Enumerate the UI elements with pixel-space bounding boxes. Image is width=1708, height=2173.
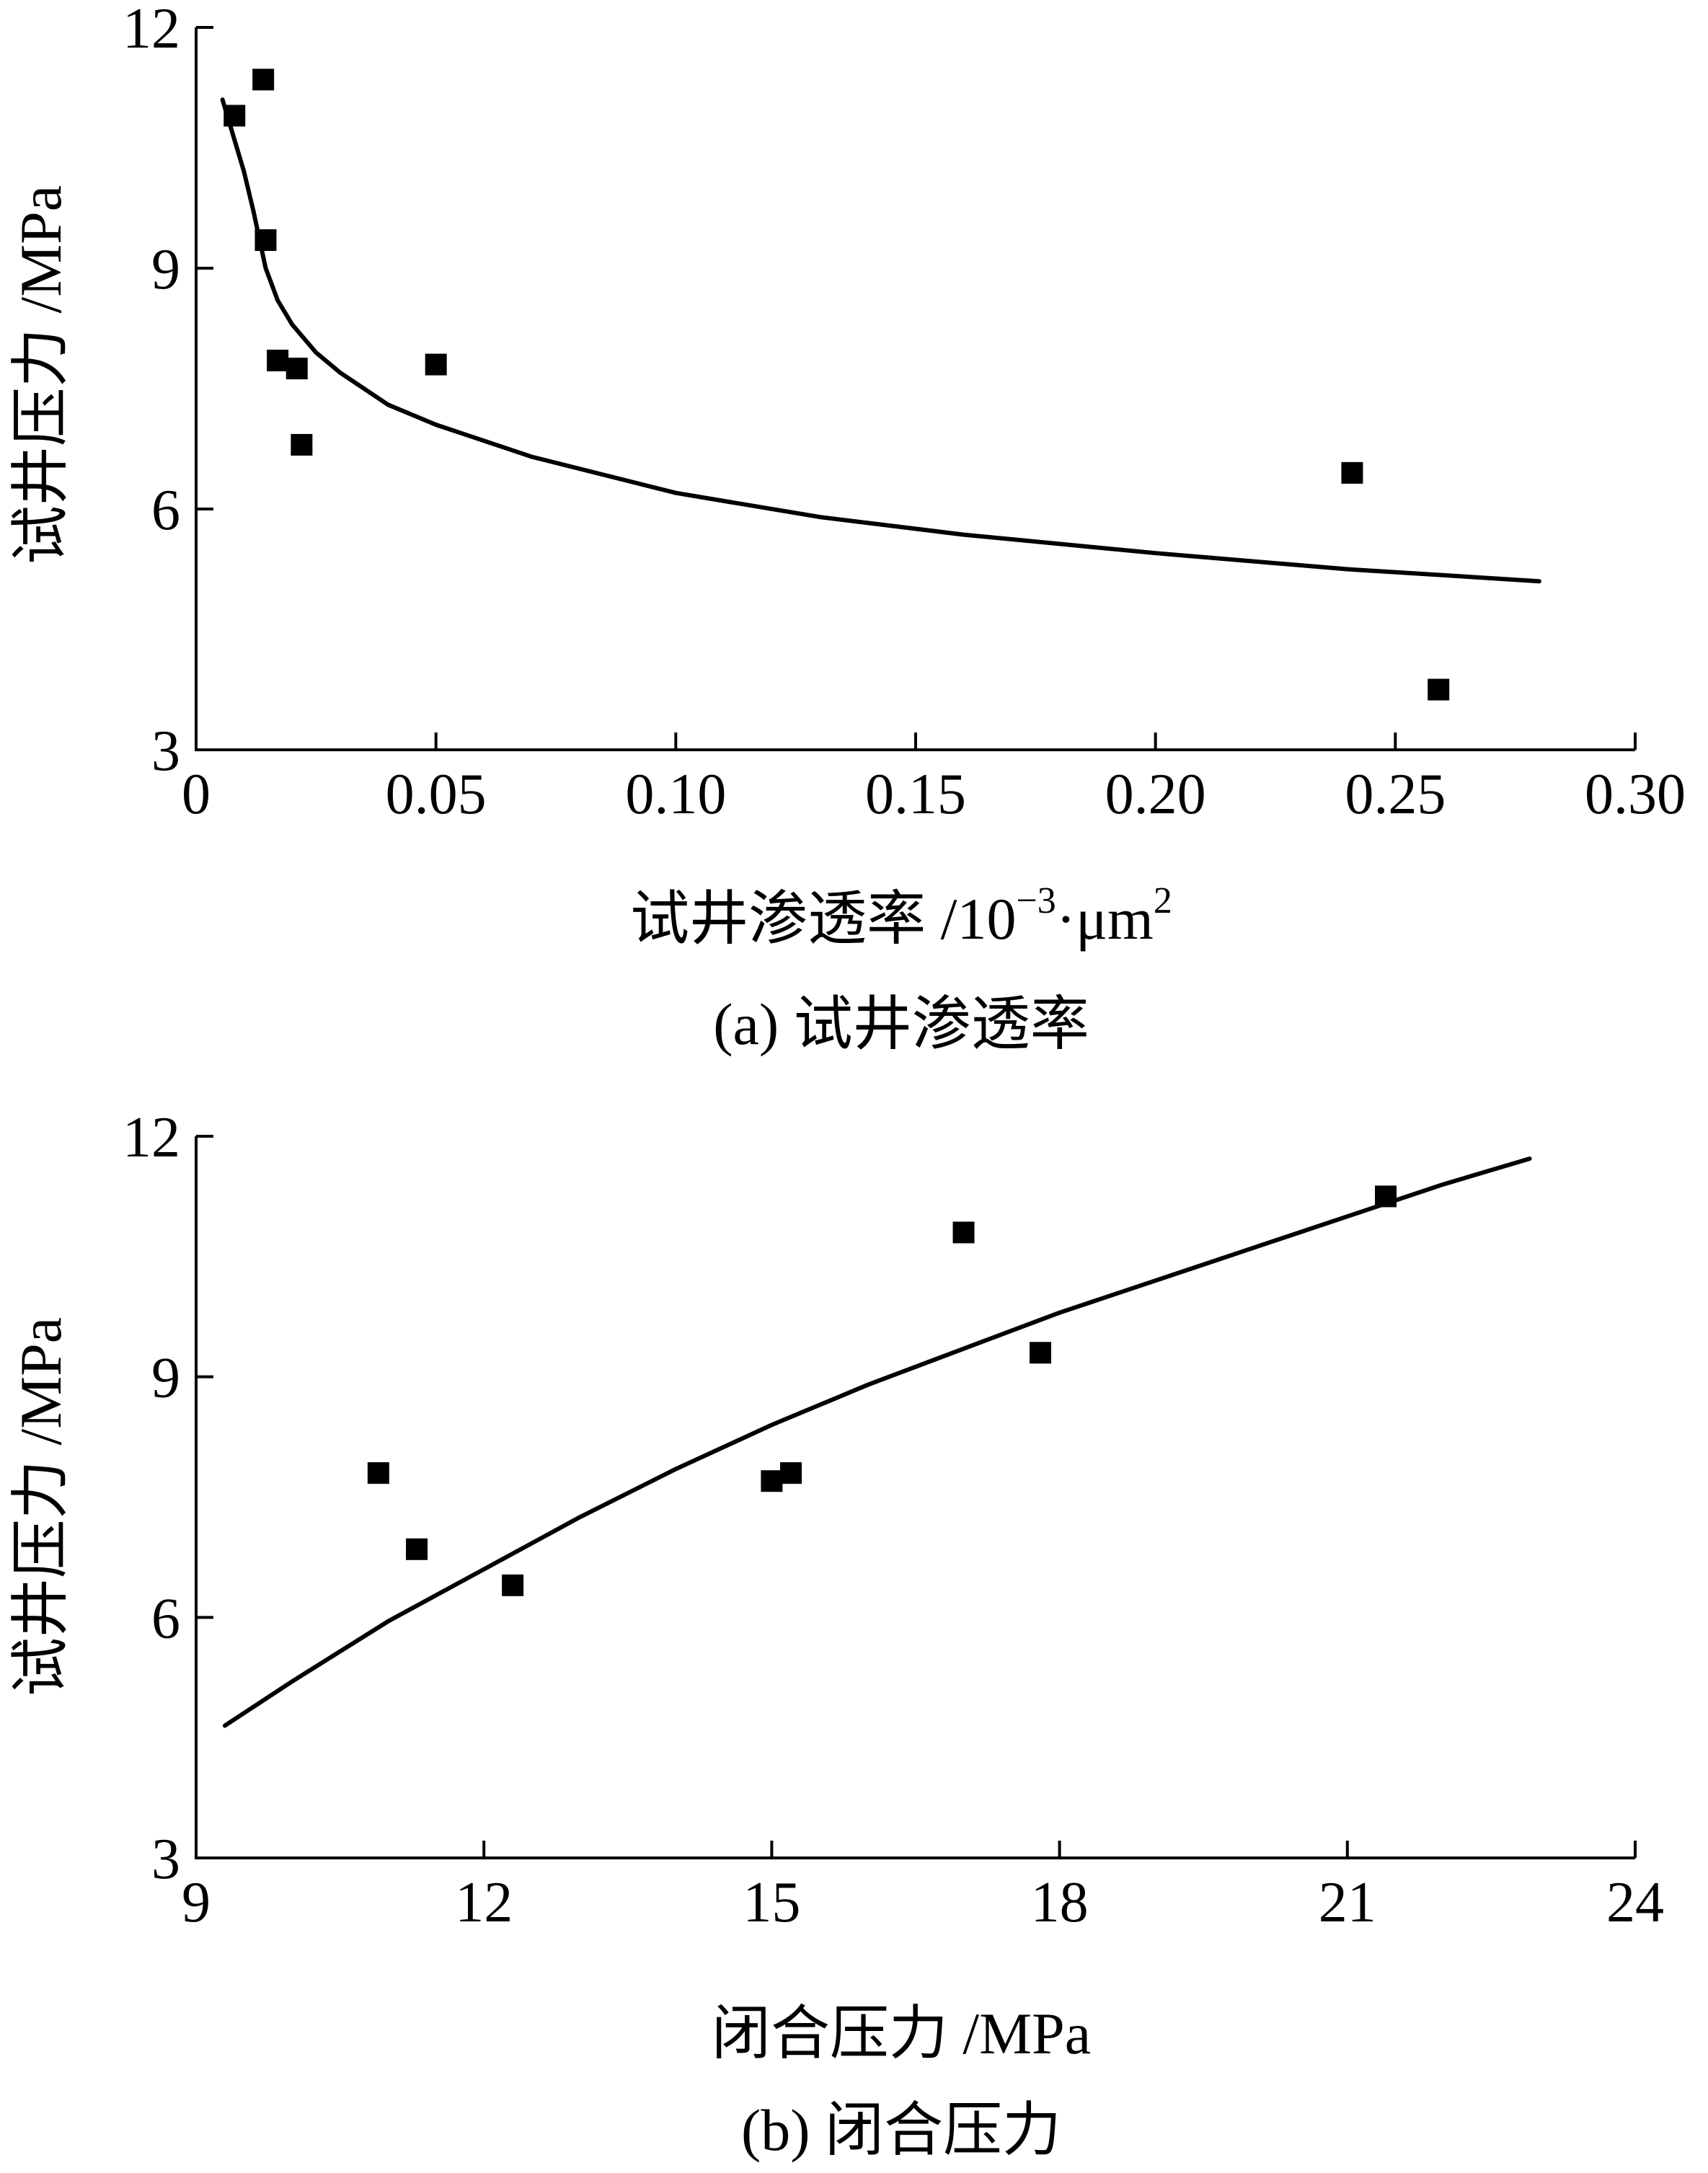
panel-b-data-point <box>367 1462 389 1484</box>
panel-b-axes <box>195 1136 1635 1859</box>
panel-a-x-tick-label: 0 <box>182 763 211 826</box>
panel-b-x-tick-label: 15 <box>743 1871 800 1934</box>
panel-b-data-point <box>761 1470 783 1492</box>
panel-b-caption: (b) 闭合压力 <box>741 2097 1061 2163</box>
panel-a-y-tick-label: 3 <box>151 720 180 783</box>
panel-b-x-axis-title: 闭合压力 /MPa <box>712 2001 1091 2066</box>
panel-b-data-point <box>952 1221 975 1244</box>
panel-a-x-axis-title: 试井渗透率 /10−3·μm2 <box>630 880 1172 952</box>
panel-b-data-point <box>1029 1342 1051 1364</box>
panel-a-y-axis-title: 试井压力 /MPa <box>8 185 74 565</box>
panel-b-fit-curve <box>222 1156 1532 1728</box>
panel-b-data-point <box>780 1462 802 1484</box>
panel-a-plot: 0 0.05 0.10 0.15 0.20 0.25 0.30 3 6 9 12 <box>123 0 1686 826</box>
panel-a-caption: (a) 试井渗透率 <box>713 991 1089 1057</box>
panel-a-y-tick-label: 12 <box>123 0 180 61</box>
panel-a-x-tick-label: 0.25 <box>1345 763 1446 826</box>
panel-b-x-tick-label: 21 <box>1319 1871 1376 1934</box>
panel-b-data-point <box>502 1574 524 1596</box>
panel-a-axes <box>195 27 1635 751</box>
panel-a-y-tick-label: 6 <box>151 479 180 542</box>
panel-b-data-point <box>406 1538 428 1560</box>
panel-a-data-point <box>286 358 308 380</box>
panel-b-y-tick-label: 3 <box>151 1828 180 1891</box>
panel-b-y-tick-label: 12 <box>123 1106 180 1169</box>
panel-a-data-point <box>1341 461 1363 484</box>
panel-a-x-tick-label: 0.30 <box>1585 763 1686 826</box>
panel-b-y-tick-label: 6 <box>151 1587 180 1650</box>
panel-b-x-tick-label: 24 <box>1606 1871 1664 1934</box>
panel-a-data-point <box>267 350 289 372</box>
panel-a-x-tick-label: 0.10 <box>625 763 726 826</box>
panel-a-x-tick-label: 0.20 <box>1105 763 1206 826</box>
panel-b-y-axis-title: 试井压力 /MPa <box>8 1317 74 1696</box>
panel-a-data-point <box>425 353 447 376</box>
panel-b-x-tick-label: 9 <box>182 1871 211 1934</box>
panel-a-fit-curve <box>220 97 1541 584</box>
panel-a-data-point <box>1428 678 1450 701</box>
panel-a: 0 0.05 0.10 0.15 0.20 0.25 0.30 3 6 9 12 试井渗透率 /10… <box>8 0 1686 1057</box>
panel-b-x-tick-label: 18 <box>1031 1871 1089 1934</box>
panel-b-y-tick-label: 9 <box>151 1347 180 1410</box>
panel-b-plot: 9 12 15 18 21 24 3 6 9 12 <box>123 1106 1664 1934</box>
panel-a-y-tick-label: 9 <box>151 238 180 301</box>
panel-a-data-point <box>252 68 275 91</box>
panel-a-x-tick-label: 0.05 <box>386 763 487 826</box>
panel-a-data-point <box>291 433 313 456</box>
panel-a-x-tick-label: 0.15 <box>865 763 966 826</box>
panel-b: 9 12 15 18 21 24 3 6 9 12 闭合压力 /MPa 试井压力 /MPa (b)… <box>8 1106 1664 2163</box>
panel-b-x-tick-label: 12 <box>455 1871 513 1934</box>
